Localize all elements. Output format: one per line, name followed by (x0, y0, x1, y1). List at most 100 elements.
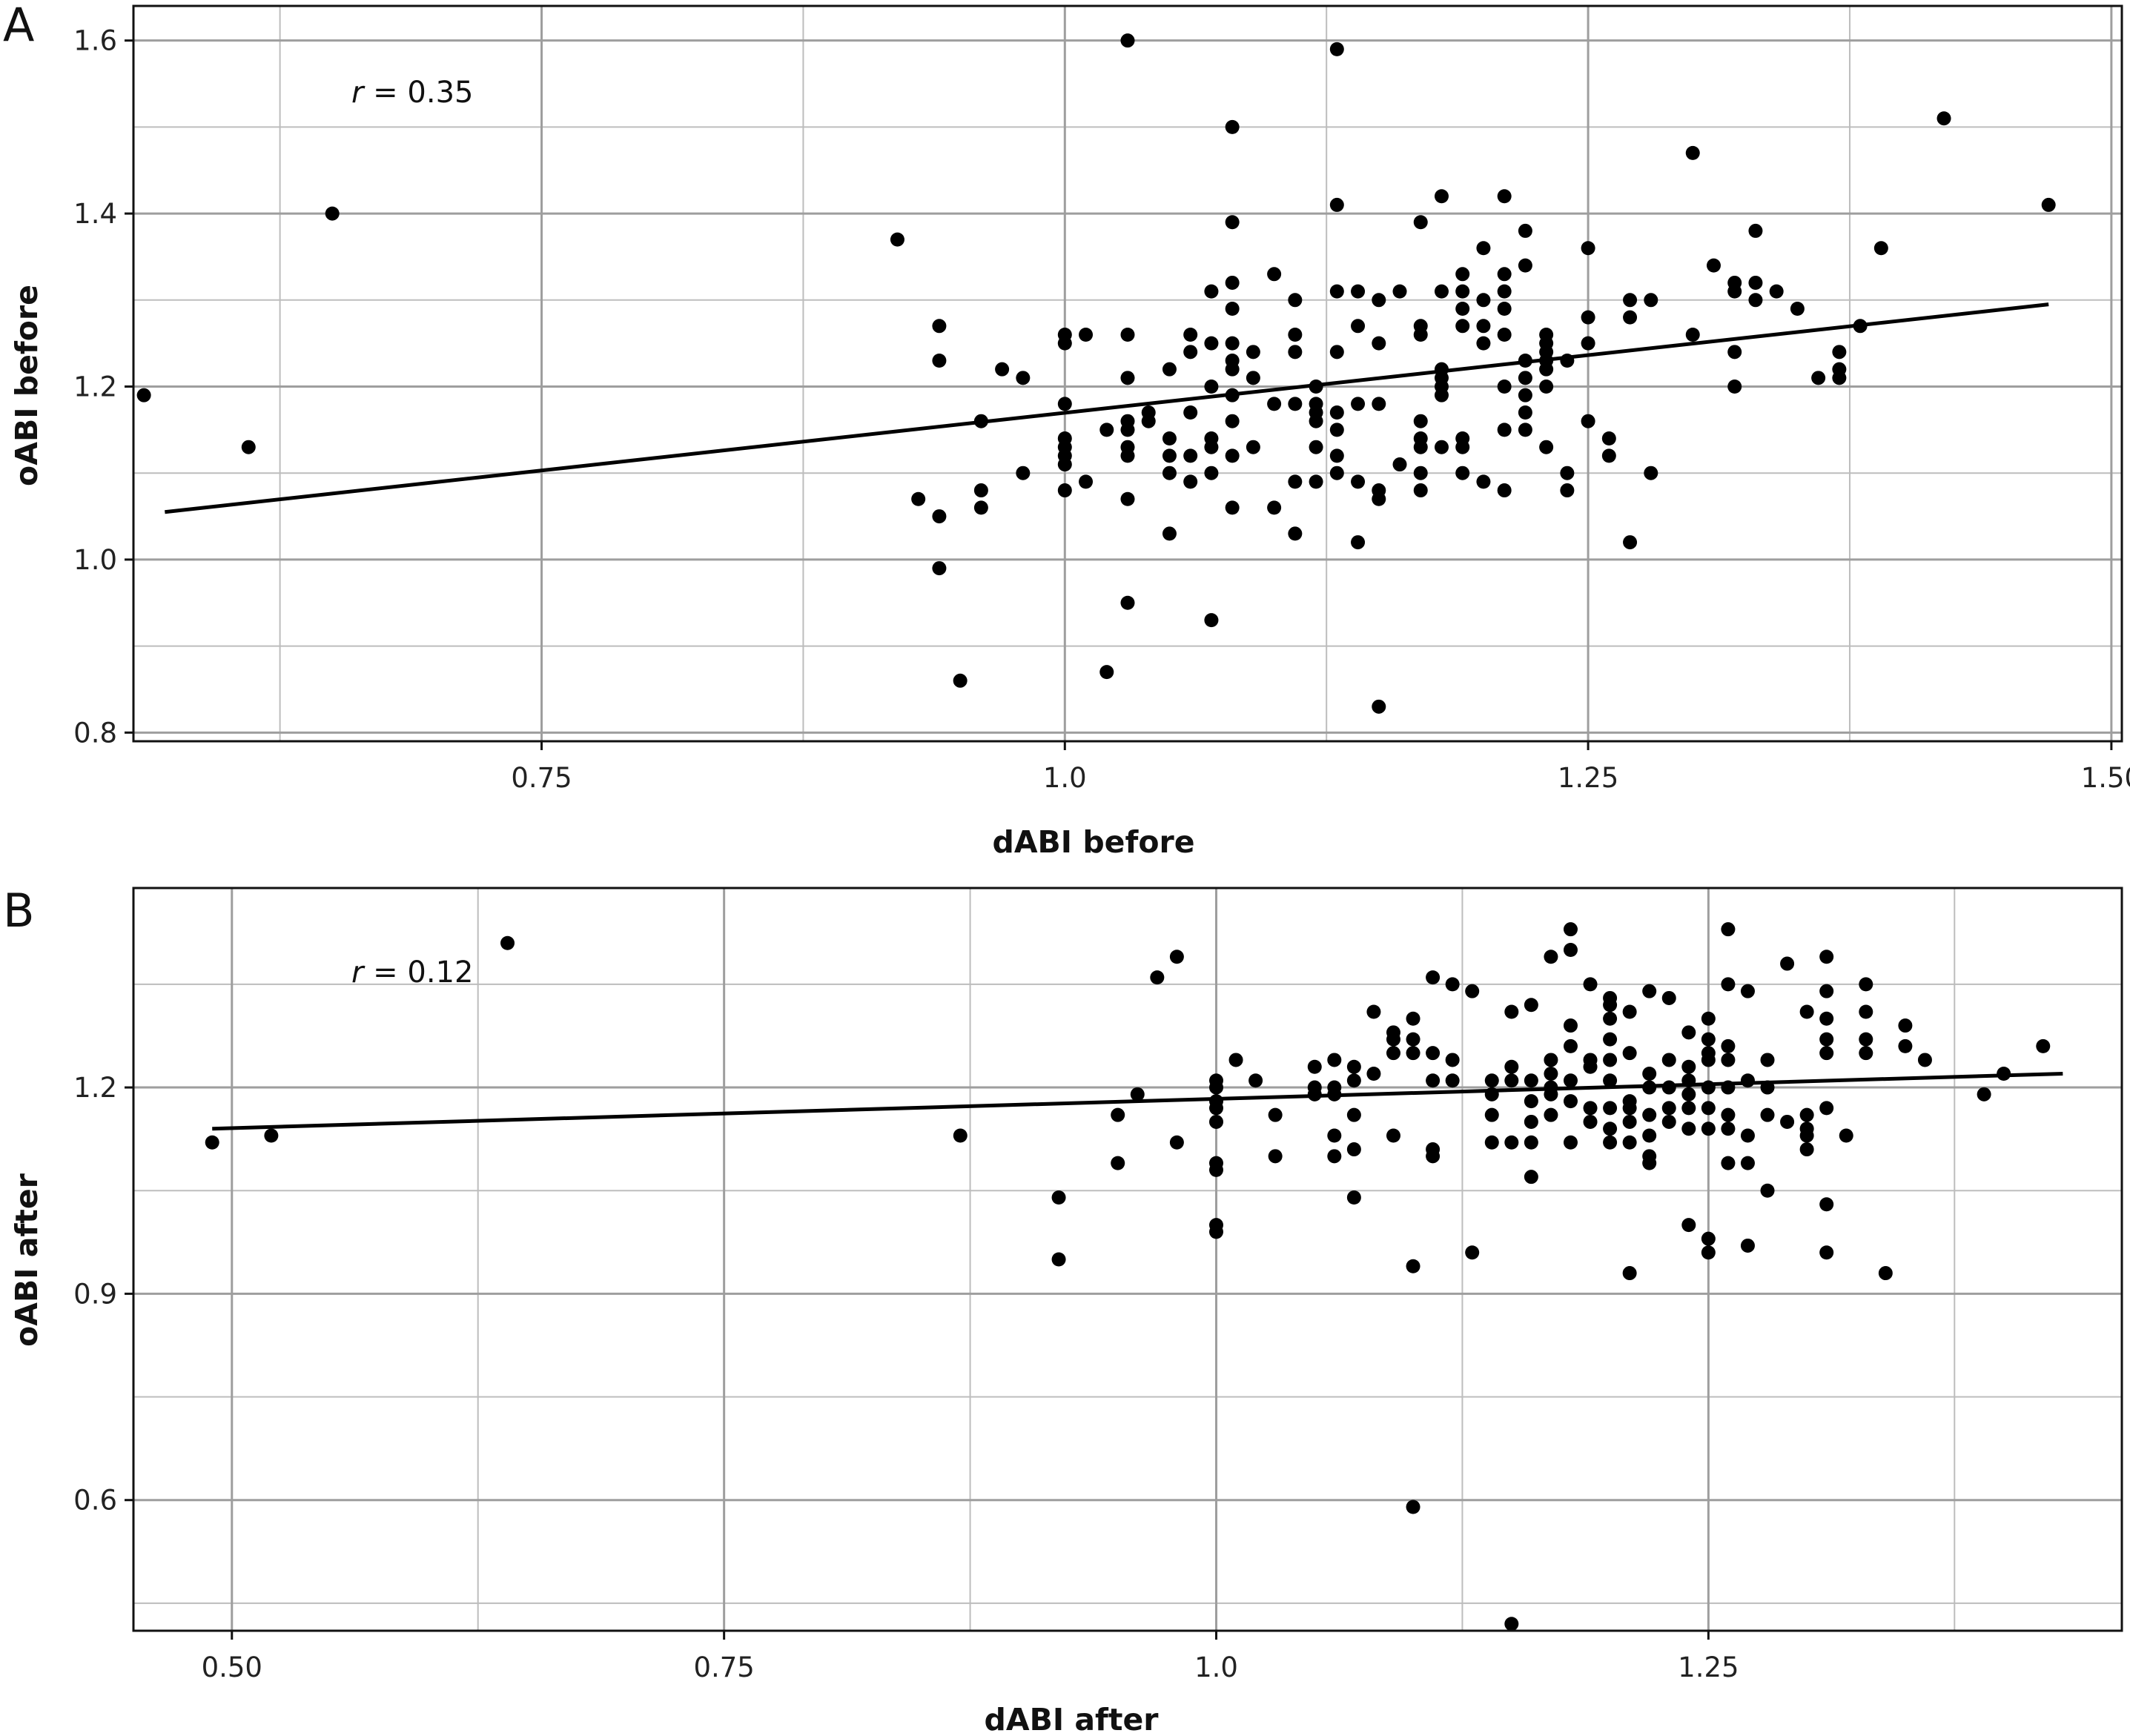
data-point-b (1603, 1011, 1618, 1026)
data-point-a (973, 414, 988, 428)
data-point-a (1623, 293, 1638, 308)
data-point-a (1120, 371, 1135, 385)
data-point-b (1524, 998, 1538, 1013)
correlation-annotation-a: r = 0.35 (351, 76, 473, 110)
data-point-b (1563, 1018, 1578, 1033)
points-a (136, 33, 2056, 714)
data-point-a (1288, 327, 1303, 342)
data-point-a (1936, 111, 1951, 126)
data-point-a (1748, 293, 1763, 308)
data-point-a (1329, 405, 1344, 420)
data-point-b (1740, 1128, 1755, 1143)
data-point-a (1183, 345, 1198, 360)
data-point-a (1288, 293, 1303, 308)
data-point-a (1162, 362, 1177, 377)
data-point-b (1563, 1073, 1578, 1088)
y-tick-label-b: 1.2 (73, 1072, 117, 1104)
data-point-b (1484, 1107, 1499, 1122)
data-point-b (1524, 1073, 1538, 1088)
data-point-b (1681, 1218, 1696, 1233)
data-point-b (1898, 1038, 1913, 1053)
data-point-b (205, 1135, 219, 1150)
panel-label-b: B (3, 884, 35, 938)
data-point-a (1204, 613, 1219, 628)
data-point-b (1583, 1101, 1598, 1116)
data-point-a (1455, 267, 1470, 282)
data-point-a (1539, 380, 1554, 394)
data-point-b (1366, 1067, 1381, 1081)
data-point-b (1701, 1245, 1716, 1260)
data-point-b (2036, 1038, 2051, 1053)
plot-area-b (133, 888, 2122, 1631)
data-point-a (1581, 336, 1595, 351)
data-point-b (1642, 1128, 1657, 1143)
data-point-b (1622, 1046, 1637, 1061)
data-point-b (1603, 1032, 1618, 1047)
data-point-a (1413, 466, 1428, 480)
points-b (205, 922, 2051, 1631)
data-point-a (1120, 448, 1135, 463)
data-point-a (1246, 440, 1260, 454)
data-point-a (932, 319, 947, 334)
data-point-b (1622, 1266, 1637, 1281)
data-point-b (1819, 984, 1834, 998)
data-point-a (1811, 371, 1826, 385)
data-point-b (1563, 1135, 1578, 1150)
data-point-a (1329, 448, 1344, 463)
data-point-b (1642, 984, 1657, 998)
data-point-a (1455, 319, 1470, 334)
data-point-a (1225, 119, 1240, 134)
data-point-a (241, 440, 256, 454)
data-point-a (911, 491, 926, 506)
data-point-a (1727, 284, 1742, 299)
data-point-a (1623, 535, 1638, 550)
plot-frame-b (132, 887, 2123, 1632)
data-point-b (1721, 1156, 1736, 1170)
data-point-b (1228, 1053, 1243, 1067)
data-point-a (1518, 371, 1532, 385)
x-tick-label-b: 1.0 (1194, 1651, 1238, 1683)
x-tick-label-a: 1.25 (1558, 762, 1618, 794)
data-point-a (1518, 388, 1532, 402)
data-point-a (1518, 353, 1532, 368)
data-point-b (1701, 1122, 1716, 1136)
data-point-b (1681, 1025, 1696, 1040)
data-point-b (1524, 1094, 1538, 1109)
data-point-a (1225, 414, 1240, 428)
data-point-a (1455, 440, 1470, 454)
data-point-a (1162, 431, 1177, 446)
data-point-a (1560, 353, 1575, 368)
data-point-a (890, 232, 904, 247)
data-point-a (1079, 327, 1094, 342)
data-point-b (1603, 998, 1618, 1013)
data-point-b (1740, 1238, 1755, 1253)
data-point-a (1204, 380, 1219, 394)
data-point-a (1120, 595, 1135, 610)
data-point-b (1819, 950, 1834, 964)
fit-line-a-group (165, 302, 2049, 514)
correlation-symbol-a: r (351, 76, 366, 110)
data-point-a (1057, 336, 1072, 351)
data-point-b (1544, 1067, 1558, 1081)
data-point-a (1455, 284, 1470, 299)
data-point-a (1497, 189, 1512, 204)
data-point-a (1392, 457, 1407, 472)
data-point-a (1372, 397, 1386, 411)
data-point-b (1721, 1038, 1736, 1053)
data-point-a (1497, 284, 1512, 299)
data-point-b (264, 1128, 279, 1143)
data-point-b (1819, 1046, 1834, 1061)
data-point-b (1563, 1094, 1578, 1109)
y-tick-label-b: 0.9 (73, 1278, 117, 1310)
data-point-a (1644, 293, 1658, 308)
y-axis-label-b: oABI after (9, 1173, 44, 1347)
data-point-b (1386, 1046, 1400, 1061)
data-point-a (136, 388, 151, 402)
data-point-a (1183, 405, 1198, 420)
data-point-b (1701, 1080, 1716, 1095)
data-point-a (1497, 483, 1512, 498)
data-point-a (1225, 500, 1240, 515)
data-point-a (1434, 189, 1449, 204)
data-point-b (1780, 1114, 1795, 1129)
major-grid-b (133, 888, 2122, 1631)
